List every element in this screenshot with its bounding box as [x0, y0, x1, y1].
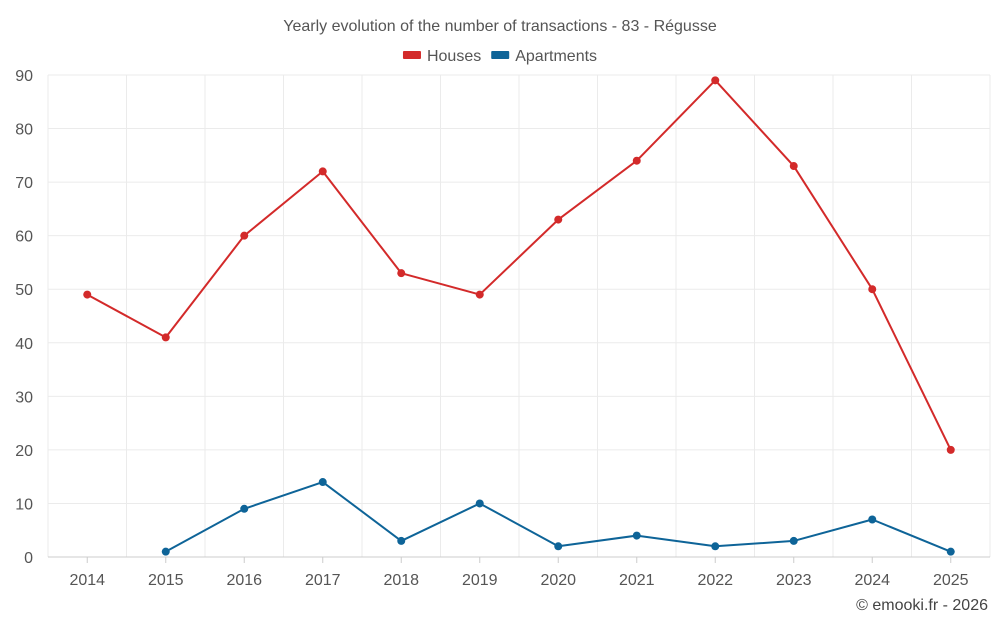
- data-point-houses[interactable]: [868, 285, 877, 294]
- y-tick-label: 50: [15, 282, 33, 299]
- data-point-houses[interactable]: [789, 162, 798, 171]
- data-point-apartments[interactable]: [868, 515, 877, 524]
- data-point-apartments[interactable]: [632, 531, 641, 540]
- x-tick-label: 2024: [854, 572, 890, 589]
- grid: [47, 74, 991, 557]
- x-tick-label: 2017: [305, 572, 341, 589]
- series-layer: [83, 76, 955, 556]
- data-point-apartments[interactable]: [161, 547, 170, 556]
- data-point-houses[interactable]: [318, 167, 327, 176]
- series-houses: [83, 76, 955, 454]
- y-tick-label: 30: [15, 389, 33, 406]
- series-apartments: [161, 478, 955, 556]
- data-point-houses[interactable]: [397, 269, 406, 278]
- data-point-houses[interactable]: [711, 76, 720, 85]
- y-tick-label: 80: [15, 122, 33, 139]
- data-point-apartments[interactable]: [554, 542, 563, 551]
- legend-label: Houses: [427, 48, 481, 65]
- x-tick-label: 2025: [933, 572, 969, 589]
- y-tick-label: 20: [15, 443, 33, 460]
- x-tick-label: 2023: [776, 572, 812, 589]
- y-tick-label: 60: [15, 229, 33, 246]
- data-point-apartments[interactable]: [789, 536, 798, 545]
- axes: 0 10 20 30 40 50 60 70 80 90 2014 2015 2016 2017 2018 2…: [15, 68, 990, 589]
- data-point-apartments[interactable]: [475, 499, 484, 508]
- data-point-apartments[interactable]: [318, 478, 327, 487]
- data-point-houses[interactable]: [632, 156, 641, 165]
- y-tick-label: 70: [15, 175, 33, 192]
- y-tick-label: 90: [15, 68, 33, 85]
- legend[interactable]: Houses Apartments: [402, 48, 597, 65]
- data-point-houses[interactable]: [240, 231, 249, 240]
- chart-title: Yearly evolution of the number of transa…: [283, 18, 717, 35]
- legend-item-houses[interactable]: Houses: [402, 48, 481, 65]
- x-tick-label: 2021: [619, 572, 655, 589]
- data-point-apartments[interactable]: [397, 536, 406, 545]
- x-tick-label: 2022: [697, 572, 733, 589]
- data-point-houses[interactable]: [554, 215, 563, 224]
- data-point-apartments[interactable]: [711, 542, 720, 551]
- data-point-apartments[interactable]: [240, 504, 249, 513]
- data-point-houses[interactable]: [475, 290, 484, 299]
- legend-swatch: [402, 51, 421, 59]
- x-tick-label: 2015: [148, 572, 184, 589]
- y-tick-label: 0: [24, 550, 33, 567]
- data-point-houses[interactable]: [83, 290, 92, 299]
- data-point-houses[interactable]: [161, 333, 170, 342]
- legend-label: Apartments: [515, 48, 597, 65]
- series-line-houses: [86, 79, 952, 451]
- legend-item-apartments[interactable]: Apartments: [491, 48, 597, 65]
- x-tick-label: 2018: [383, 572, 419, 589]
- x-tick-label: 2016: [226, 572, 262, 589]
- credit-text: © emooki.fr - 2026: [856, 597, 988, 614]
- data-point-houses[interactable]: [946, 445, 955, 454]
- data-point-apartments[interactable]: [946, 547, 955, 556]
- y-tick-label: 10: [15, 496, 33, 513]
- x-tick-label: 2020: [540, 572, 576, 589]
- x-tick-label: 2019: [462, 572, 498, 589]
- legend-swatch: [491, 51, 510, 59]
- x-tick-label: 2014: [69, 572, 105, 589]
- y-tick-label: 40: [15, 336, 33, 353]
